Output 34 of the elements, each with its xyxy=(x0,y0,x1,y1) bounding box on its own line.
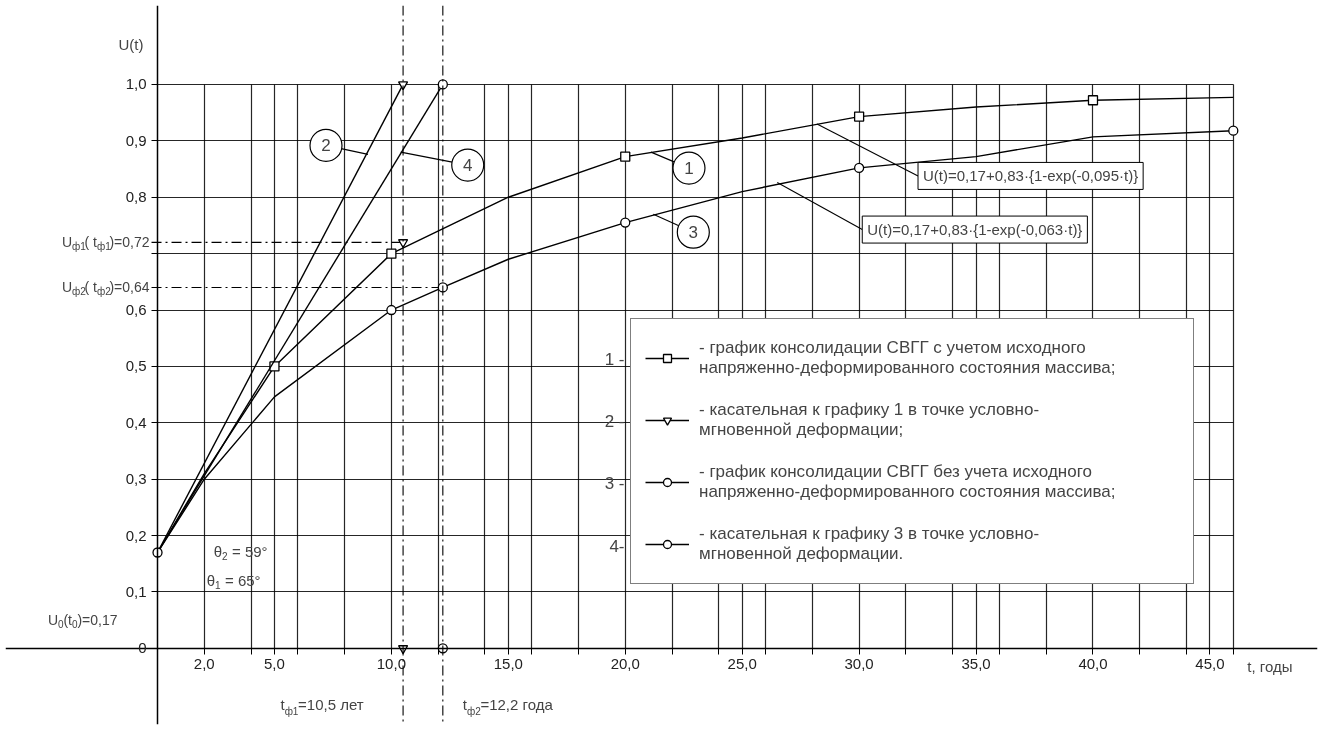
legend-label: - график консолидации СВГГ с учетом исходного напряженно-деформированного состояния массива; xyxy=(699,337,1117,379)
legend-label: - касательная к графику 1 в точке условно-мгновенной деформации; xyxy=(699,399,1041,441)
annotation: 2 xyxy=(321,136,331,156)
y-tick-label: 1,0 xyxy=(125,75,147,93)
x-tick-label: 2,0 xyxy=(193,655,215,673)
annotation: 4- xyxy=(609,536,625,556)
x-tick-label: 40,0 xyxy=(1078,655,1108,673)
y-tick-label: 0,5 xyxy=(125,357,147,375)
y-tick-label: 0,3 xyxy=(125,470,147,488)
annotation: 3 xyxy=(688,223,699,243)
y-tick-label: 0,8 xyxy=(125,188,147,206)
annotation: 1 xyxy=(684,159,694,179)
x-tick-label: 35,0 xyxy=(961,655,991,673)
x-tick-label: 15,0 xyxy=(493,655,523,673)
y-tick-label: 0,2 xyxy=(125,526,147,544)
annotation: 3 - xyxy=(604,474,625,493)
x-tick-label: 25,0 xyxy=(727,655,757,673)
x-tick-label: 45,0 xyxy=(1195,655,1225,673)
x-tick-label: 30,0 xyxy=(844,655,874,673)
annotation: 1 - xyxy=(604,350,625,369)
legend-label: - касательная к графику 3 в точке условно-мгновенной деформации. xyxy=(699,523,1041,565)
x-tick-label: 5,0 xyxy=(264,655,285,673)
annotation: U(t)=0,17+0,83·{1-exp(-0,063·t)} xyxy=(867,221,1083,239)
x-tick-label: 20,0 xyxy=(610,655,640,673)
annotation: 4 xyxy=(463,156,473,176)
annotation: U(t)=0,17+0,83·{1-exp(-0,095·t)} xyxy=(923,167,1139,185)
x-axis-title: t, годы xyxy=(1247,658,1293,676)
y-axis-title: U(t) xyxy=(118,36,144,54)
y-tick-label: 0,6 xyxy=(125,301,147,319)
x-tick-label: 10,0 xyxy=(376,655,406,673)
y-tick-label: 0,9 xyxy=(125,131,147,149)
y-tick-label: 0,1 xyxy=(125,582,147,600)
legend-label: - график консолидации СВГГ без учета исходного напряженно-деформированного состояния массива; xyxy=(699,461,1117,503)
y-tick-label: 0,4 xyxy=(125,413,147,431)
